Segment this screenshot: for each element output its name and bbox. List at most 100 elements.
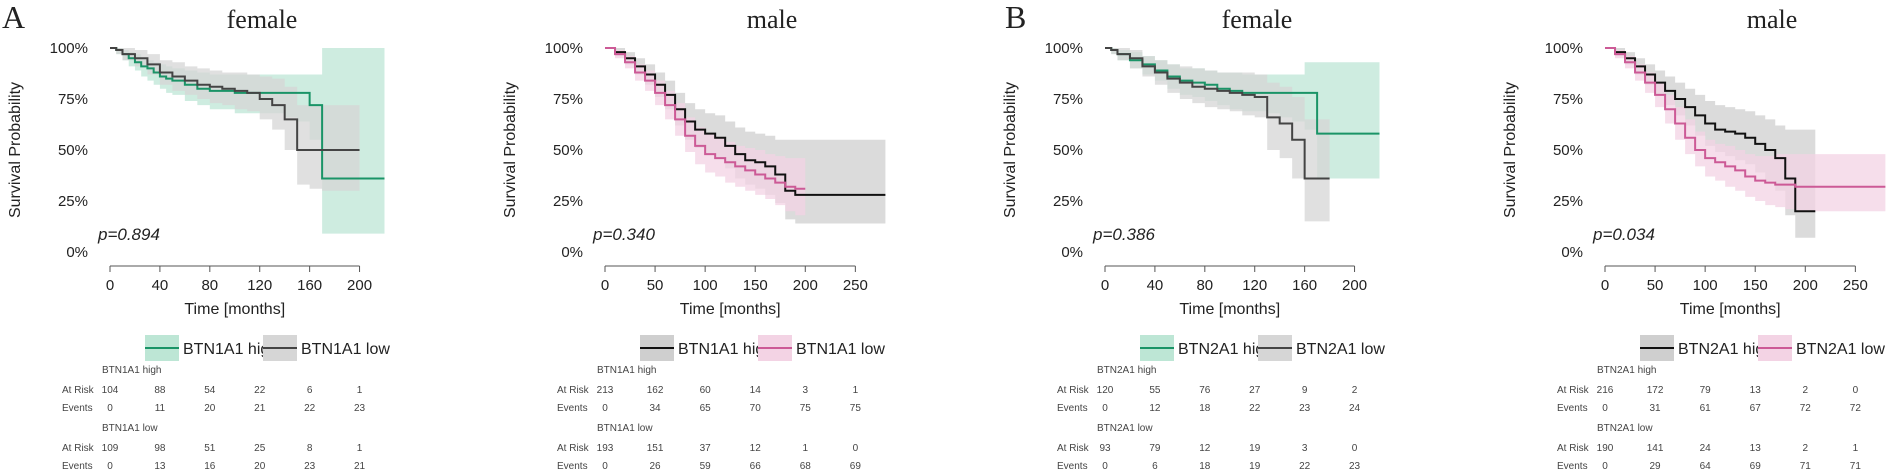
risk-row-label: Events [62,403,93,414]
risk-at-risk-cell: 2 [1803,443,1809,454]
risk-events-cell: 34 [650,403,662,414]
risk-events-cell: 23 [1299,403,1311,414]
legend-label: BTN2A1 high [1678,341,1773,358]
survival-curve-low [605,47,806,190]
y-tick-label: 100% [1545,40,1583,57]
x-tick-label: 200 [1342,277,1367,294]
risk-at-risk-cell: 37 [700,443,712,454]
x-tick-label: 150 [1743,277,1768,294]
x-tick-label: 0 [1101,277,1109,294]
risk-at-risk-cell: 13 [1750,385,1762,396]
risk-events-cell: 0 [107,461,113,472]
risk-events-cell: 69 [1750,461,1762,472]
survival-curve-low [1605,47,1886,188]
x-tick-label: 160 [297,277,322,294]
survival-curve-high [110,47,385,180]
panel-letter-b: B [1005,0,1026,35]
risk-at-risk-cell: 2 [1803,385,1809,396]
risk-events-cell: 31 [1650,403,1662,414]
risk-events-cell: 16 [204,461,216,472]
risk-table-group-title: BTN1A1 high [597,365,656,376]
risk-at-risk-cell: 216 [1597,385,1614,396]
risk-row-label: At Risk [1057,443,1090,454]
risk-events-cell: 20 [254,461,266,472]
risk-row-label: At Risk [557,385,590,396]
risk-at-risk-cell: 141 [1647,443,1664,454]
risk-row-label: Events [62,461,93,472]
risk-events-cell: 71 [1850,461,1862,472]
risk-events-cell: 12 [1149,403,1161,414]
y-tick-label: 25% [1053,193,1083,210]
x-tick-label: 0 [601,277,609,294]
risk-at-risk-cell: 3 [803,385,809,396]
risk-table-group-title: BTN1A1 high [102,365,161,376]
risk-row-label: Events [557,461,588,472]
risk-at-risk-cell: 12 [750,443,762,454]
survival-curve-low [110,47,360,151]
legend-label: BTN1A1 low [301,341,390,358]
legend-label: BTN1A1 high [678,341,773,358]
x-axis-label: Time [months] [680,301,781,318]
risk-row-label: Events [1057,461,1088,472]
risk-at-risk-cell: 98 [154,443,166,454]
x-tick-label: 120 [247,277,272,294]
p-value: p=0.386 [1092,225,1155,244]
risk-at-risk-cell: 1 [803,443,809,454]
risk-row-label: At Risk [1057,385,1090,396]
chart-title: female [227,5,298,34]
risk-at-risk-cell: 88 [154,385,166,396]
risk-events-cell: 22 [1249,403,1261,414]
risk-row-label: Events [557,403,588,414]
km-chart-3: female Survival Probability 0% 25% 50% 75% 100… [1002,5,1385,472]
confidence-band-low [110,48,360,191]
risk-at-risk-cell: 193 [597,443,614,454]
risk-events-cell: 23 [354,403,366,414]
y-tick-label: 0% [66,244,88,261]
risk-events-cell: 68 [800,461,812,472]
panel-letter-a: A [2,0,25,35]
risk-at-risk-cell: 55 [1149,385,1161,396]
p-value: p=0.340 [592,225,655,244]
risk-events-cell: 23 [1349,461,1361,472]
risk-events-cell: 13 [154,461,166,472]
risk-at-risk-cell: 24 [1700,443,1712,454]
x-tick-label: 0 [106,277,114,294]
y-tick-label: 100% [50,40,88,57]
legend-label: BTN1A1 high [183,341,278,358]
risk-events-cell: 0 [1602,403,1608,414]
risk-at-risk-cell: 1 [853,385,859,396]
x-tick-label: 200 [1793,277,1818,294]
risk-events-cell: 6 [1152,461,1158,472]
risk-events-cell: 20 [204,403,216,414]
y-axis-label: Survival Probability [1502,82,1519,218]
risk-at-risk-cell: 25 [254,443,266,454]
risk-at-risk-cell: 1 [1853,443,1859,454]
x-tick-label: 40 [1147,277,1164,294]
risk-row-label: At Risk [1557,385,1590,396]
risk-at-risk-cell: 8 [307,443,313,454]
risk-at-risk-cell: 51 [204,443,216,454]
risk-at-risk-cell: 0 [1853,385,1859,396]
y-tick-label: 75% [58,91,88,108]
risk-at-risk-cell: 79 [1700,385,1712,396]
risk-events-cell: 22 [1299,461,1311,472]
risk-at-risk-cell: 76 [1199,385,1211,396]
x-axis-label: Time [months] [184,301,285,318]
y-tick-label: 100% [545,40,583,57]
risk-at-risk-cell: 190 [1597,443,1614,454]
survival-curve-high [605,47,886,196]
risk-events-cell: 23 [304,461,316,472]
risk-at-risk-cell: 162 [647,385,664,396]
risk-events-cell: 18 [1199,461,1211,472]
p-value: p=0.034 [1592,225,1655,244]
risk-events-cell: 75 [850,403,862,414]
risk-events-cell: 75 [800,403,812,414]
risk-events-cell: 64 [1700,461,1712,472]
x-tick-label: 250 [1843,277,1868,294]
chart-title: male [1747,5,1798,34]
x-tick-label: 160 [1292,277,1317,294]
km-chart-4: male Survival Probability 0% 25% 50% 75% 100% 0… [1502,5,1886,472]
risk-events-cell: 66 [750,461,762,472]
